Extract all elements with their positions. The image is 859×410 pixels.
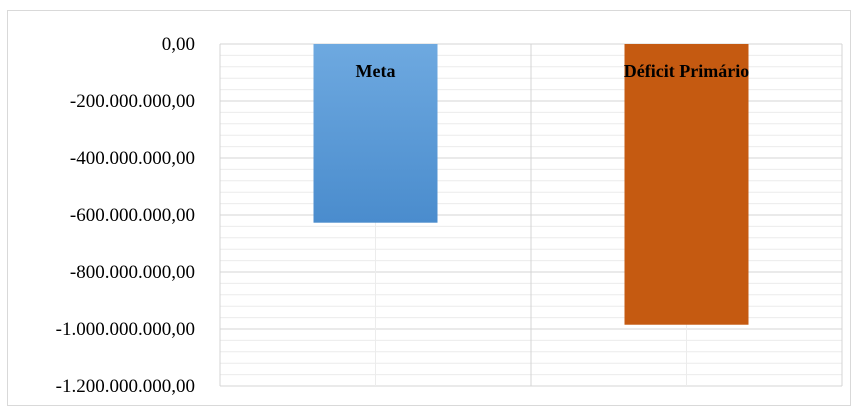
bar-labels: Meta Déficit Primário bbox=[356, 61, 750, 81]
bar-meta bbox=[313, 44, 438, 223]
y-tick-label: -400.000.000,00 bbox=[70, 148, 195, 169]
y-axis-tick-labels: 0,00 -200.000.000,00 -400.000.000,00 -600.0… bbox=[56, 34, 195, 397]
bar-label: Déficit Primário bbox=[624, 61, 749, 81]
bar-label: Meta bbox=[356, 61, 396, 81]
bar-deficit-primario bbox=[624, 44, 749, 325]
bars bbox=[313, 44, 749, 325]
y-tick-label: -600.000.000,00 bbox=[70, 205, 195, 226]
y-tick-label: -1.200.000.000,00 bbox=[56, 376, 195, 397]
y-tick-label: -800.000.000,00 bbox=[70, 262, 195, 283]
y-tick-label: -200.000.000,00 bbox=[70, 91, 195, 112]
gridlines bbox=[219, 43, 843, 387]
y-tick-label: 0,00 bbox=[162, 34, 195, 55]
y-tick-label: -1.000.000.000,00 bbox=[56, 319, 195, 340]
